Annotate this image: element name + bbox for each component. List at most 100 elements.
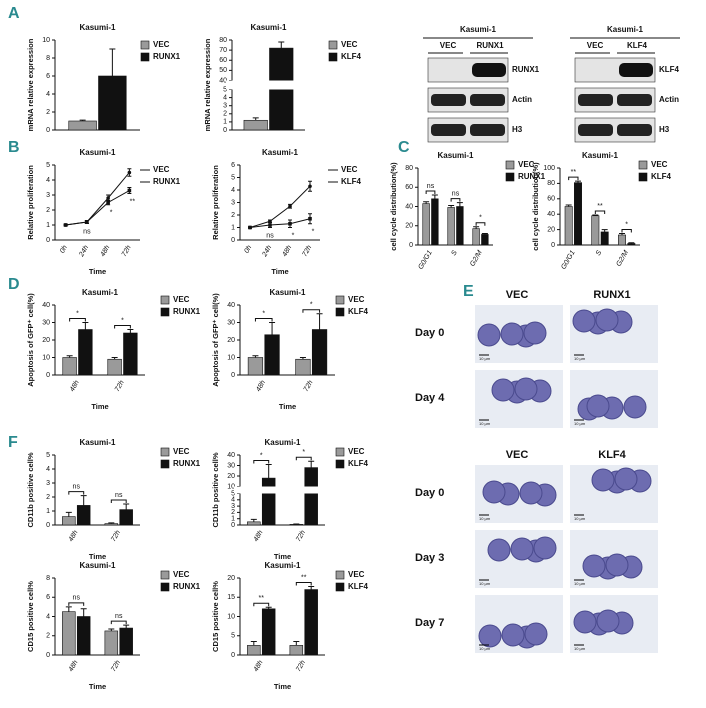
y-axis-label: CD15 positive cell%	[211, 581, 220, 652]
legend-label: RUNX1	[518, 172, 546, 181]
x-axis-label: Time	[89, 267, 106, 276]
y-tick-label: 3	[46, 192, 50, 199]
bar	[243, 119, 268, 131]
y-tick-label: 1	[46, 222, 50, 229]
bracket	[302, 309, 321, 313]
y-tick-label: 0	[46, 237, 50, 244]
bar	[574, 182, 582, 246]
y-axis-label: CD11b positive cell%	[26, 452, 35, 527]
y-tick-label: 0	[231, 652, 235, 659]
y-tick-label: 4	[223, 94, 227, 101]
cell	[623, 395, 647, 419]
row-label: Day 4	[415, 392, 445, 404]
scale-text: 10 µm	[479, 516, 491, 521]
lane-label: VEC	[440, 41, 457, 50]
cell	[482, 480, 506, 504]
x-tick-label: 72h	[110, 659, 122, 673]
y-tick-label: 4	[231, 497, 235, 504]
legend-label: RUNX1	[173, 582, 201, 591]
y-tick-label: 70	[219, 47, 227, 54]
legend-label: RUNX1	[173, 459, 201, 468]
y-tick-label: 20	[547, 226, 555, 233]
legend-swatch	[335, 570, 345, 580]
legend-swatch	[160, 582, 170, 592]
y-axis-label: cell cycle distribution(%)	[389, 162, 398, 251]
legend-label: RUNX1	[153, 177, 181, 186]
y-tick-label: 10	[227, 354, 235, 361]
significance: ns	[427, 183, 435, 190]
point	[106, 200, 110, 205]
bar	[62, 516, 76, 526]
legend-swatch	[505, 160, 515, 170]
y-tick-label: 8	[46, 575, 50, 582]
error-bar	[601, 229, 608, 232]
error-bar	[456, 202, 463, 207]
y-tick-label: 2	[46, 494, 50, 501]
x-tick-label: G2/M	[469, 249, 484, 267]
bar	[264, 334, 280, 376]
series-line	[249, 185, 311, 228]
point	[106, 196, 110, 200]
band	[431, 124, 466, 136]
error-bar	[65, 511, 72, 517]
blot-title: Kasumi-1	[607, 25, 644, 34]
cell	[501, 623, 525, 647]
x-tick-label: G0/G1	[417, 249, 433, 270]
error-bar	[293, 641, 300, 646]
y-tick-label: 4	[46, 613, 50, 620]
y-tick-label: 40	[405, 203, 413, 210]
axis-break	[234, 486, 327, 494]
x-axis-label: Time	[271, 267, 288, 276]
point	[127, 188, 132, 193]
series-line	[65, 172, 130, 226]
y-tick-label: 2	[46, 109, 50, 116]
y-tick-label: 5	[46, 162, 50, 169]
legend-label: KLF4	[348, 582, 369, 591]
y-tick-label: 6	[46, 594, 50, 601]
y-axis-label: Apoptosis of GFP⁺ cell(%)	[26, 293, 35, 387]
bar	[247, 645, 261, 656]
bracket	[69, 318, 86, 322]
legend-label: KLF4	[348, 307, 369, 316]
bar	[78, 329, 93, 376]
legend-swatch	[160, 570, 170, 580]
bar	[123, 332, 138, 376]
significance: *	[625, 221, 628, 228]
point	[288, 221, 292, 226]
bracket	[253, 602, 270, 607]
significance: *	[302, 449, 305, 456]
y-tick-label: 4	[46, 466, 50, 473]
y-tick-label: 80	[405, 165, 413, 172]
y-tick-label: 60	[219, 57, 227, 64]
scale-text: 10 µm	[479, 421, 491, 426]
chart-title: Kasumi-1	[79, 438, 116, 447]
cell	[487, 538, 511, 562]
bar	[107, 358, 122, 376]
panel-letter: C	[398, 139, 410, 156]
significance: *	[292, 232, 295, 239]
legend-label: VEC	[518, 160, 535, 169]
x-axis-label: Time	[89, 552, 106, 561]
error-bar	[265, 463, 272, 479]
y-axis-label: Relative proliferation	[26, 165, 35, 240]
x-tick-label: 48h	[68, 529, 80, 543]
row-label: Day 0	[415, 327, 444, 339]
error-bar	[111, 357, 118, 360]
significance: ns	[452, 190, 460, 197]
bar	[481, 234, 489, 246]
error-bar	[66, 355, 73, 358]
error-bar	[109, 48, 116, 76]
error-bar	[299, 357, 306, 360]
bar	[261, 608, 276, 656]
legend-label: VEC	[153, 165, 170, 174]
y-tick-label: 4	[46, 91, 50, 98]
y-tick-label: 50	[219, 67, 227, 74]
legend-swatch	[335, 447, 345, 457]
significance: *	[260, 452, 263, 459]
error-bar	[252, 355, 259, 358]
chart-title: Kasumi-1	[264, 561, 301, 570]
legend-swatch	[335, 307, 345, 317]
legend-label: KLF4	[348, 459, 369, 468]
legend-label: VEC	[341, 165, 358, 174]
error-bar	[278, 41, 285, 49]
